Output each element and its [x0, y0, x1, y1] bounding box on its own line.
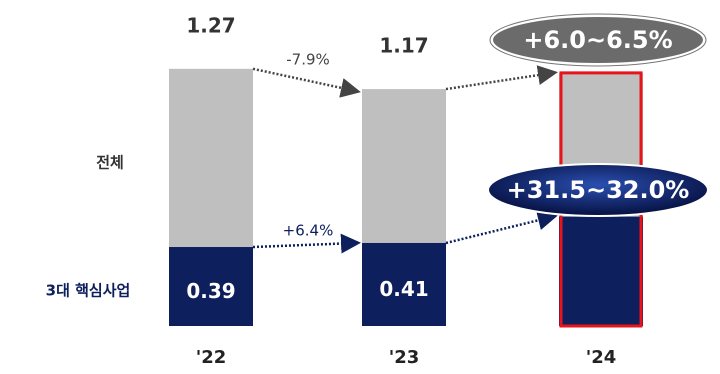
annotation: +31.5~32.0% — [507, 176, 690, 204]
legend-label: 3대 핵심사업 — [46, 282, 131, 300]
value-label: 0.39 — [186, 279, 235, 303]
bar — [559, 216, 643, 326]
annotation: +6.0~6.5% — [523, 26, 672, 54]
annotation: +6.4% — [283, 222, 334, 240]
x-tick-label: '24 — [586, 347, 617, 368]
value-label: 1.27 — [186, 13, 235, 37]
badge — [491, 15, 705, 65]
badge-outline — [489, 13, 707, 67]
x-tick-label: '22 — [196, 347, 227, 368]
value-label: 0.41 — [379, 277, 428, 301]
arrow — [252, 233, 361, 254]
arrow — [252, 67, 361, 98]
legend-label: 전체 — [96, 154, 124, 172]
x-tick-label: '23 — [389, 347, 420, 368]
arrow — [445, 65, 558, 91]
badge — [487, 163, 709, 217]
annotation: -7.9% — [286, 51, 330, 69]
bar — [362, 242, 446, 326]
bar — [169, 247, 253, 326]
value-label: 1.17 — [379, 34, 428, 58]
arrow — [445, 210, 558, 245]
